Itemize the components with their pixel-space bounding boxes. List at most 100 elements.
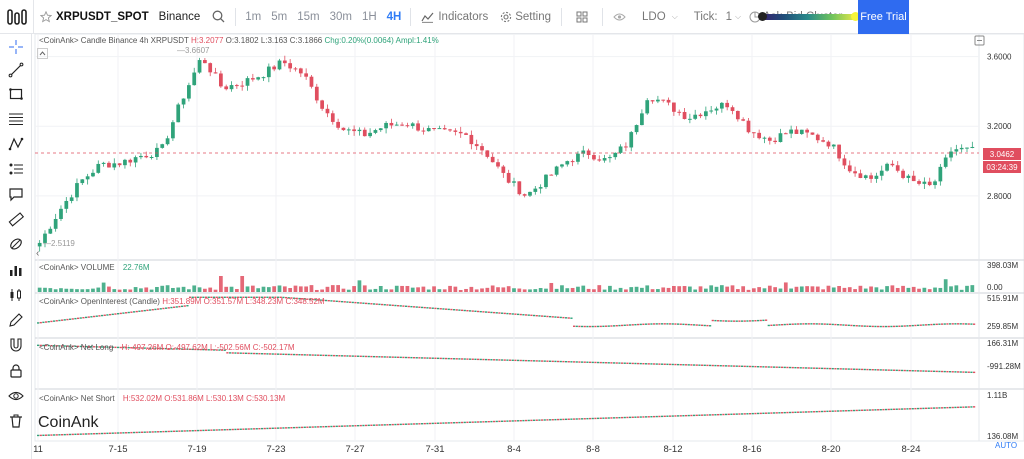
favorite-star[interactable] [34, 0, 52, 34]
oi-point [807, 323, 810, 325]
oi-point [967, 323, 970, 325]
timeframe-30m[interactable]: 30m [329, 10, 352, 23]
scroll-left-icon[interactable]: ‹ [36, 248, 40, 259]
pane-settings-button[interactable] [974, 35, 985, 48]
heatmap-range-slider[interactable] [758, 12, 860, 21]
chart-area[interactable]: 11 7-15 7-19 7-23 7-27 7-31 8-4 8-8 8-12 8-16 8-20… [33, 34, 1024, 459]
collapse-toggle[interactable] [37, 48, 48, 61]
net-short-point [293, 426, 296, 429]
slider-handle-right[interactable] [851, 12, 860, 21]
coin-select[interactable]: LDO ⌵ [632, 0, 688, 34]
trend-line-icon[interactable] [5, 59, 27, 81]
oi-point [61, 319, 64, 321]
net-short-point [178, 430, 181, 432]
position-icon[interactable] [5, 158, 27, 180]
magnet-icon[interactable] [5, 334, 27, 356]
net-long-point [375, 356, 378, 358]
oi-point [362, 302, 365, 304]
net-long-point [215, 349, 218, 351]
timeframe-1m[interactable]: 1m [245, 10, 262, 23]
volume-bar [576, 286, 580, 292]
indicators-button[interactable]: Indicators [415, 0, 494, 34]
net-short-point [743, 413, 746, 415]
volume-bar [378, 286, 383, 292]
net-long-point [738, 365, 741, 367]
timeframe-4h[interactable]: 4H [386, 10, 402, 23]
net-short-point [597, 417, 600, 420]
net-short-point [778, 412, 781, 414]
trash-icon[interactable] [5, 410, 27, 432]
pattern-icon[interactable] [5, 133, 27, 155]
net-short-point [79, 433, 82, 435]
net-long-point [877, 369, 880, 371]
oi-point [415, 306, 418, 308]
net-long-point [474, 358, 477, 361]
search-button[interactable] [206, 0, 231, 34]
oi-point [783, 323, 786, 326]
timeframe-1h[interactable]: 1H [361, 10, 377, 23]
net-long-point [511, 359, 514, 361]
ruler-icon[interactable] [5, 208, 27, 230]
symbol-name[interactable]: XRPUSDT_SPOT [56, 10, 149, 23]
visibility-toggle[interactable] [607, 0, 632, 34]
candle-body [75, 183, 79, 198]
timeframe-15m[interactable]: 15m [297, 10, 320, 23]
timeframe-5m[interactable]: 5m [271, 10, 288, 23]
slider-handle-left[interactable] [758, 12, 767, 21]
net-short-point [631, 416, 634, 418]
net-long-point [343, 355, 346, 357]
net-short-point [95, 432, 98, 435]
rectangle-icon[interactable] [5, 83, 27, 105]
fib-lines-icon[interactable] [5, 108, 27, 130]
candle-body [304, 73, 309, 77]
candle-body [810, 132, 815, 135]
net-short-point [471, 421, 474, 423]
net-short-point [463, 421, 466, 424]
volume-bar [789, 288, 793, 292]
brush-icon[interactable] [5, 233, 27, 255]
chart-canvas[interactable]: 11 7-15 7-19 7-23 7-27 7-31 8-4 8-8 8-12 8-16 8-20… [33, 34, 1024, 459]
oi-point [559, 316, 562, 319]
auto-scale-button[interactable]: AUTO [995, 441, 1018, 450]
net-short-point [271, 427, 274, 429]
net-long-point [77, 345, 80, 348]
net-short-point [610, 417, 613, 419]
oi-point [663, 323, 666, 325]
comment-icon[interactable] [5, 183, 27, 205]
net-short-point [50, 434, 53, 436]
lock-icon[interactable] [5, 360, 27, 382]
volume-bar [336, 285, 340, 292]
net-long-point [250, 352, 253, 355]
volume-bar [560, 285, 564, 292]
bar-chart-icon[interactable] [5, 259, 27, 281]
tick-select[interactable]: Tick: 1 ⌵ [688, 0, 747, 34]
volume-bar [432, 286, 436, 292]
setting-button[interactable]: Setting [494, 0, 557, 34]
volume-bar [911, 286, 916, 292]
oi-point [277, 296, 280, 298]
crosshair-icon[interactable] [5, 36, 27, 58]
oi-point [685, 323, 688, 326]
app-logo[interactable] [0, 0, 34, 34]
net-short-point [261, 427, 264, 430]
volume-bar [608, 285, 612, 292]
net-short-point [82, 433, 85, 435]
free-trial-button[interactable]: Free Trial [858, 0, 909, 34]
candle-body [176, 104, 181, 123]
y-axis-label: 2.8000 [987, 192, 1012, 201]
candle-style-icon[interactable] [5, 284, 27, 306]
pen-icon[interactable] [5, 309, 27, 331]
oi-point [330, 300, 333, 302]
net-long-point [853, 368, 856, 370]
net-short-point [682, 415, 685, 417]
oi-point [234, 296, 237, 298]
eye-icon[interactable] [5, 385, 27, 407]
net-long-point [650, 363, 653, 365]
y-axis-label: 398.03M [987, 261, 1018, 270]
net-short-point [874, 409, 877, 411]
net-short-point [295, 426, 298, 429]
net-short-point [98, 432, 101, 435]
exchange-name[interactable]: Binance [158, 10, 201, 23]
layout-button[interactable] [566, 0, 598, 34]
net-long-point [503, 359, 506, 361]
